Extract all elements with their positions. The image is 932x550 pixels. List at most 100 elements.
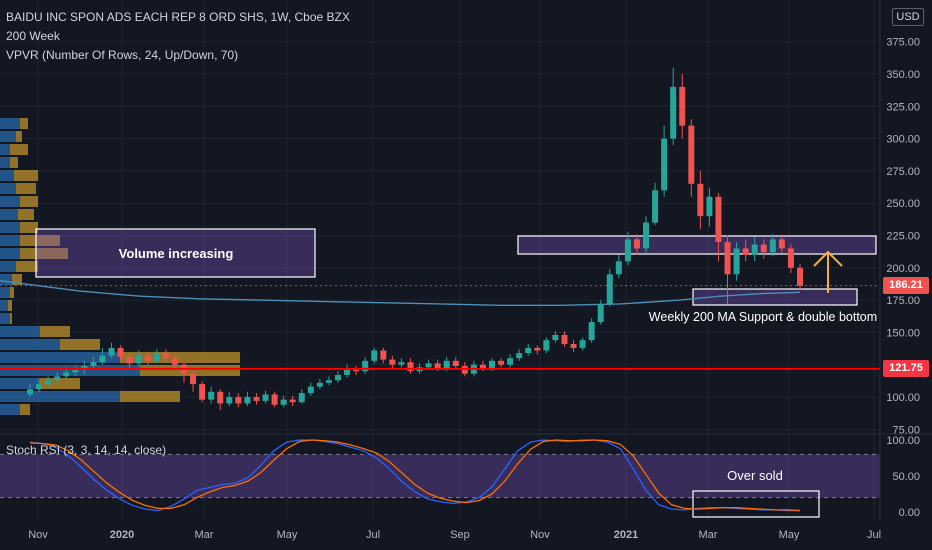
vpvr-up-bar — [0, 235, 20, 246]
candle-body — [633, 239, 640, 249]
x-tick-label: Jul — [867, 529, 881, 541]
x-tick-label: Mar — [195, 529, 214, 541]
candle-body — [543, 340, 550, 351]
candle-body — [479, 364, 486, 369]
vpvr-up-bar — [0, 378, 40, 389]
candle-body — [398, 362, 405, 365]
y-tick-label: 300.00 — [886, 134, 920, 146]
vpvr-down-bar — [20, 222, 38, 233]
candle-body — [353, 369, 360, 372]
candle-body — [697, 183, 704, 217]
candle-body — [280, 399, 287, 405]
vpvr-up-bar — [0, 391, 120, 402]
vpvr-up-bar — [0, 326, 40, 337]
vpvr-down-bar — [18, 209, 34, 220]
candle-body — [661, 138, 668, 191]
candle-body — [552, 334, 559, 341]
candle-body — [561, 334, 568, 345]
x-tick-label: Sep — [450, 529, 470, 541]
vpvr-up-bar — [0, 287, 10, 298]
candle-body — [27, 389, 33, 395]
vpvr-down-bar — [16, 131, 22, 142]
oversold-note: Over sold — [727, 468, 783, 483]
vpvr-up-bar — [0, 196, 20, 207]
candle-body — [289, 399, 296, 403]
vpvr-down-bar — [140, 365, 240, 376]
overlay-shapes — [0, 250, 880, 370]
volume-increasing-note: Volume increasing — [118, 246, 234, 261]
y-tick-label: 100.00 — [886, 392, 920, 404]
vpvr-up-bar — [0, 352, 120, 363]
vpvr-down-bar — [10, 157, 18, 168]
candle-body — [507, 358, 514, 365]
candle-body — [199, 384, 206, 400]
candle-body — [316, 382, 323, 387]
y-tick-label: 350.00 — [886, 69, 920, 81]
candle-body — [262, 394, 269, 401]
candle-body — [425, 363, 432, 368]
candle-body — [652, 190, 659, 223]
candle-body — [108, 347, 115, 356]
candle-body — [760, 244, 767, 253]
stoch-rsi-legend[interactable]: Stoch RSI (3, 3, 14, 14, close) — [6, 443, 167, 457]
vpvr-up-bar — [0, 144, 10, 155]
vpvr-up-bar — [0, 313, 10, 324]
candle-body — [325, 380, 332, 383]
candle-body — [643, 222, 649, 249]
oversold-box — [692, 490, 820, 518]
currency-label[interactable]: USD — [892, 8, 924, 26]
candle-body — [162, 353, 169, 359]
candle-body — [679, 86, 686, 126]
vpvr-down-bar — [20, 196, 38, 207]
vpvr-up-bar — [0, 183, 16, 194]
candle-body — [271, 394, 278, 405]
candle-body — [190, 373, 197, 385]
candle-body — [253, 397, 260, 401]
candle-body — [90, 362, 97, 366]
candle-body — [135, 355, 142, 364]
candle-body — [452, 360, 459, 366]
vpvr-down-bar — [16, 261, 38, 272]
candle-body — [63, 372, 70, 377]
y-tick-label: 250.00 — [886, 198, 920, 210]
stoch-rsi-pane — [0, 439, 880, 518]
x-tick-label: Jul — [366, 529, 380, 541]
ma-legend[interactable]: 200 Week — [6, 29, 60, 43]
vpvr-down-bar — [20, 248, 68, 259]
x-tick-label: Mar — [699, 529, 718, 541]
rsi-tick-label: 0.00 — [899, 507, 920, 519]
candle-body — [715, 196, 722, 242]
candle-body — [235, 397, 242, 404]
vpvr-down-bar — [20, 235, 60, 246]
resistance-zone-box — [517, 235, 877, 255]
annotation-zones — [35, 228, 877, 306]
candle-body — [208, 391, 215, 400]
support-line-price-tag: 121.75 — [883, 360, 929, 377]
candle-body — [72, 369, 79, 373]
vpvr-down-bar — [20, 118, 28, 129]
x-tick-label: 2021 — [614, 529, 638, 541]
candle-body — [742, 248, 749, 255]
vpvr-up-bar — [0, 274, 12, 285]
candle-body — [45, 380, 52, 385]
vpvr-down-bar — [120, 391, 180, 402]
support-zone-box — [692, 288, 858, 306]
candle-body — [489, 360, 495, 369]
ma-200-path — [0, 280, 801, 306]
vpvr-up-bar — [0, 118, 20, 129]
y-tick-label: 150.00 — [886, 327, 920, 339]
candle-body — [171, 358, 178, 365]
candle-body — [298, 393, 305, 403]
stoch-rsi-d-line — [29, 439, 801, 512]
candle-body — [344, 369, 351, 376]
candle-body — [733, 248, 740, 275]
vpvr-down-bar — [12, 274, 22, 285]
candle-body — [706, 196, 713, 217]
vpvr-down-bar — [10, 287, 14, 298]
candle-body — [787, 248, 794, 268]
vpvr-legend[interactable]: VPVR (Number Of Rows, 24, Up/Down, 70) — [6, 48, 239, 62]
candle-body — [54, 376, 61, 381]
volume-profile — [0, 118, 240, 415]
vpvr-up-bar — [0, 170, 14, 181]
